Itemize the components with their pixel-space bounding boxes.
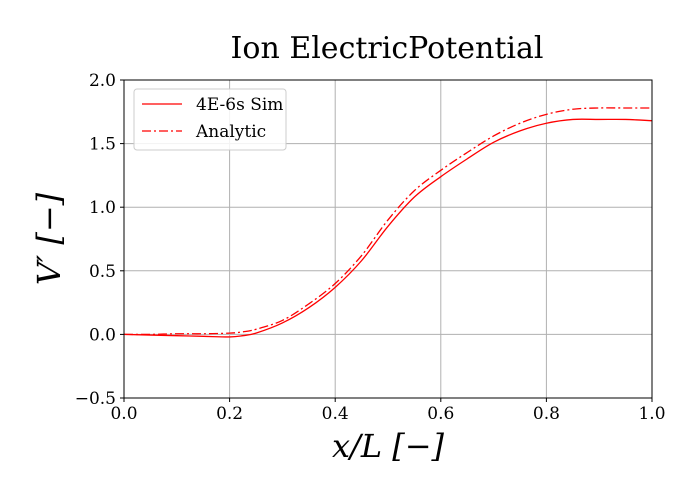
plot-area-frame <box>123 79 653 399</box>
y-tick-label: 0.0 <box>89 325 116 345</box>
x-tick-label: 0.2 <box>216 404 243 424</box>
x-tick-label: 0.4 <box>322 404 349 424</box>
chart-title: Ion ElectricPotential <box>231 31 544 66</box>
y-axis-ticks: −0.5 0.0 0.5 1.0 1.5 2.0 <box>75 71 124 409</box>
y-tick-label: 0.5 <box>89 262 116 282</box>
y-tick-label: 1.5 <box>89 135 116 155</box>
legend: 4E-6s Sim Analytic <box>133 88 287 151</box>
legend-label: Analytic <box>195 122 266 142</box>
x-tick-label: 0.0 <box>110 404 137 424</box>
x-tick-label: 1.0 <box>638 404 665 424</box>
series-line-4e-6s-sim <box>123 118 653 338</box>
y-tick-label: 1.0 <box>89 198 116 218</box>
series-line-analytic <box>123 107 652 336</box>
x-tick-label: 0.8 <box>533 404 560 424</box>
x-tick-label: 0.6 <box>427 404 454 424</box>
y-tick-label: 2.0 <box>89 71 116 91</box>
x-axis-label: x/L [−] <box>332 427 445 465</box>
y-axis-label: V′ [−] <box>30 192 68 285</box>
data-series <box>123 107 653 338</box>
legend-label: 4E-6s Sim <box>196 95 283 115</box>
y-tick-label: −0.5 <box>75 389 116 409</box>
legend-items: 4E-6s Sim Analytic <box>142 95 283 142</box>
x-axis-ticks: 0.0 0.2 0.4 0.6 0.8 1.0 <box>110 398 666 424</box>
